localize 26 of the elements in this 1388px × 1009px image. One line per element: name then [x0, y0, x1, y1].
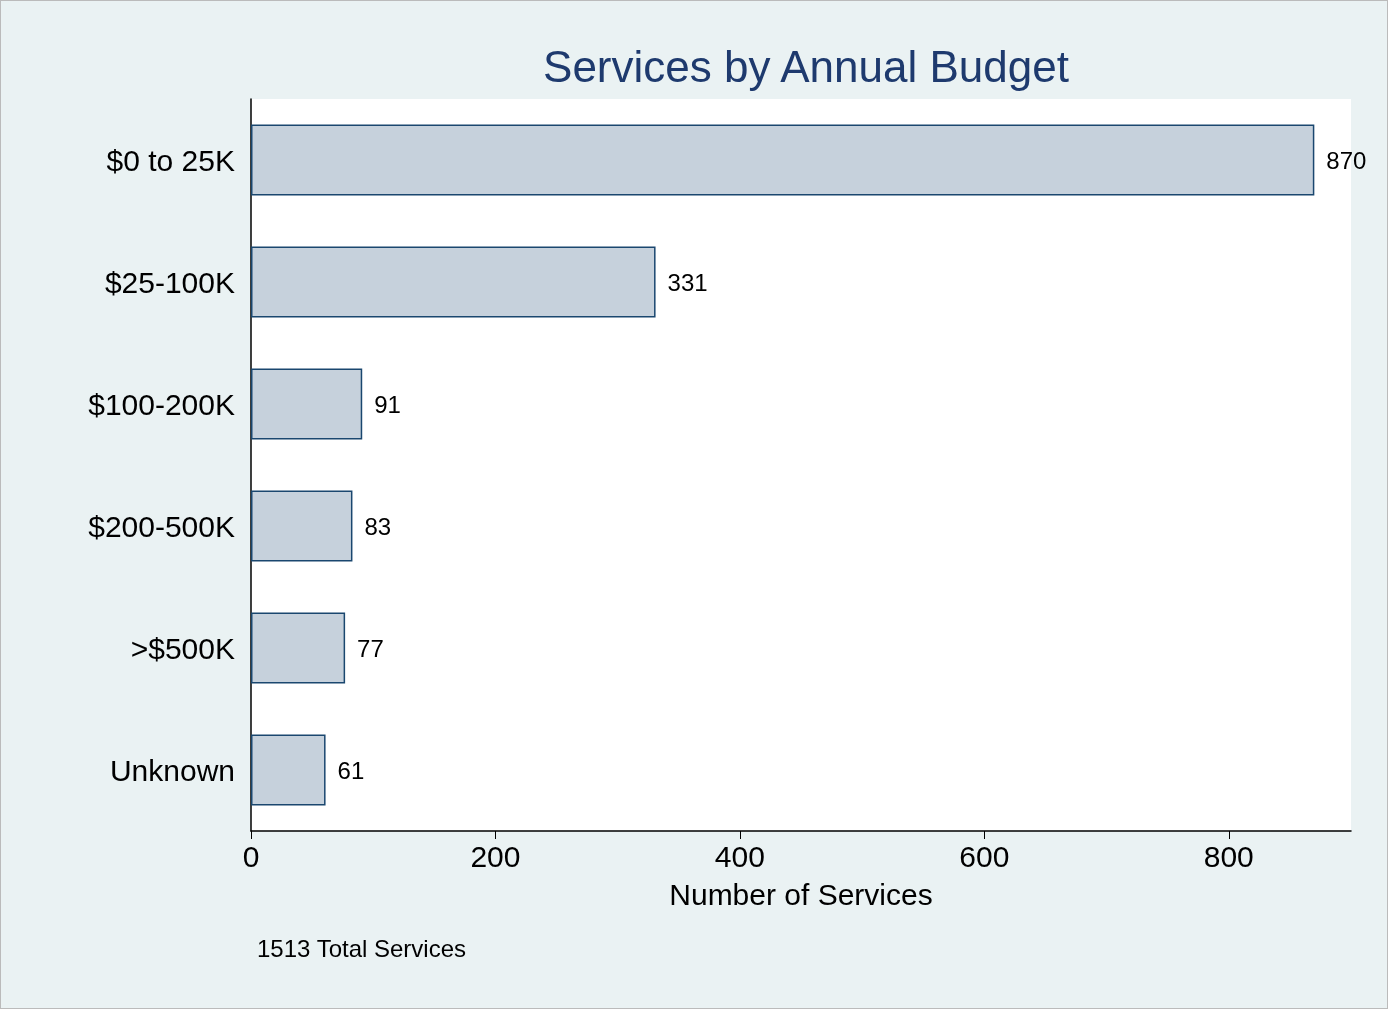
y-tick-label: $200-500K: [88, 509, 235, 543]
data-label: 331: [667, 268, 708, 296]
x-tick-label: 600: [959, 839, 1010, 873]
text: 1513 Total Services: [257, 934, 467, 962]
y-tick-label: $0 to 25K: [106, 143, 235, 177]
bar: [251, 368, 363, 440]
x-axis-title: Number of Services: [669, 877, 933, 911]
data-label: 61: [337, 756, 365, 784]
x-tick-label: 800: [1203, 839, 1254, 873]
bar: [251, 734, 326, 806]
y-tick-label: >$500K: [130, 631, 235, 665]
bar: [251, 490, 353, 562]
data-label: 870: [1326, 146, 1367, 174]
x-tick-label: 200: [470, 839, 521, 873]
chart-title: Services by Annual Budget: [543, 41, 1069, 91]
y-tick-label: $100-200K: [88, 387, 235, 421]
x-tick-label: 0: [242, 839, 260, 873]
y-tick-label: $25-100K: [104, 265, 235, 299]
bar: [251, 124, 1315, 196]
data-label: 77: [357, 634, 384, 662]
bar: [251, 612, 346, 684]
data-label: 91: [374, 390, 401, 418]
x-tick-label: 400: [714, 839, 765, 873]
bar: [251, 246, 656, 318]
y-tick-label: Unknown: [109, 753, 235, 787]
data-label: 83: [364, 512, 392, 540]
